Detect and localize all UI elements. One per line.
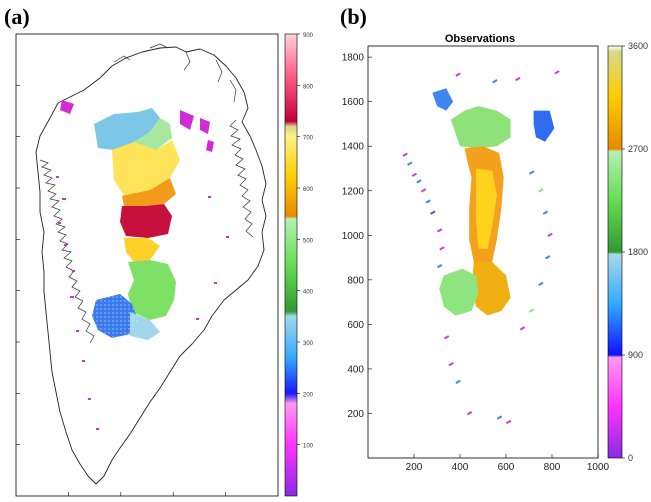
- glacier-streak: [538, 281, 544, 287]
- glacier-streak: [443, 335, 450, 340]
- observation-region-nw-blue: [432, 88, 454, 111]
- region-central-south: [120, 204, 172, 238]
- region-central: [122, 178, 176, 206]
- glacier-streak: [448, 362, 454, 367]
- colorbar-tick-label: 700: [303, 136, 314, 142]
- y-tick-label: 1200: [342, 186, 365, 197]
- y-tick-label: 1000: [342, 231, 365, 242]
- glacier-streak: [515, 76, 521, 82]
- panel-a: 100 200 300 400 500 600 700 800 900: [15, 33, 314, 497]
- x-tick-label: 1000: [587, 462, 610, 473]
- glacier-streak: [529, 308, 535, 313]
- observation-region-north-blob: [450, 106, 511, 149]
- colorbar-tick-label: 600: [303, 187, 314, 193]
- glacier-streak: [496, 415, 503, 420]
- glacier-streak: [411, 172, 418, 177]
- glacier-streak: [455, 379, 461, 385]
- glacier-streak: [437, 264, 443, 269]
- glacier-streak: [547, 232, 553, 238]
- panel-a-colorbar-ticks: 100 200 300 400 500 600 700 800 900: [297, 33, 314, 450]
- coast-detail-west: [39, 159, 95, 344]
- colorbar-tick-label: 200: [303, 392, 314, 398]
- y-tick-label: 200: [347, 409, 364, 420]
- y-tick-label: 400: [347, 364, 364, 375]
- panel-b-title: Observations: [445, 33, 515, 45]
- colorbar-tick-label: 100: [303, 444, 314, 450]
- observation-region-ne-blue: [533, 110, 555, 142]
- panel-b-field: [402, 70, 560, 425]
- region-north: [94, 108, 160, 150]
- region-south-speckle: [92, 294, 138, 338]
- coast-islands-north: [113, 43, 237, 103]
- panel-a-field: [56, 100, 229, 430]
- region-mid-yellow: [124, 238, 160, 262]
- panel-b-axis-ticks: 200 400 600 800 1000 200 400 600 800 1000 1200 1400…: [342, 53, 610, 473]
- region-mid-green: [128, 260, 176, 320]
- colorbar-tick-label: 400: [303, 290, 314, 296]
- panel-b-label: (b): [340, 4, 367, 29]
- glacier-streak: [425, 199, 431, 204]
- panel-a-coastal-glaciers: [60, 100, 214, 152]
- y-tick-label: 1600: [342, 97, 365, 108]
- observation-region-south-center: [471, 262, 511, 316]
- panel-a-label: (a): [4, 4, 30, 29]
- coast-detail-east: [229, 119, 254, 238]
- glacier-streak: [538, 188, 544, 193]
- x-tick-label: 400: [452, 462, 469, 473]
- glacier-streak: [402, 152, 408, 157]
- x-tick-label: 800: [544, 462, 561, 473]
- glacier-streak: [519, 326, 526, 331]
- panel-a-coast-speckles: [56, 176, 229, 430]
- x-tick-label: 600: [498, 462, 515, 473]
- y-tick-label: 1400: [342, 142, 365, 153]
- glacier-streak: [529, 170, 535, 175]
- glacier-streak: [430, 210, 436, 215]
- glacier-streak: [416, 179, 422, 184]
- glacier-streak: [506, 419, 512, 425]
- colorbar-tick-label: 900: [628, 350, 643, 360]
- glacier-streak: [437, 228, 443, 233]
- panel-b: Observations 200 400 600 800 1000 200 400 600 80…: [342, 33, 648, 473]
- colorbar-tick-label: 0: [628, 453, 633, 463]
- observation-region-south-green: [439, 268, 479, 316]
- colorbar-tick-label: 1800: [628, 247, 648, 257]
- glacier-streak: [455, 72, 461, 77]
- glacier-streak: [542, 210, 549, 215]
- observation-core: [476, 168, 497, 249]
- y-tick-label: 600: [347, 320, 364, 331]
- glacier-streak: [554, 70, 560, 75]
- glacier-streak: [407, 161, 413, 166]
- panel-b-colorbar-ticks: 0 900 1800 2700 3600: [622, 41, 648, 463]
- x-tick-label: 200: [406, 462, 423, 473]
- glacier-streak: [439, 246, 445, 251]
- colorbar-tick-label: 2700: [628, 144, 648, 154]
- colorbar-tick-label: 800: [303, 84, 314, 90]
- panel-b-colorbar: [607, 45, 623, 459]
- colorbar-tick-label: 3600: [628, 41, 648, 51]
- panel-a-axis-ticks: [16, 85, 226, 496]
- colorbar-tick-label: 500: [303, 238, 314, 244]
- glacier-streak: [545, 255, 551, 260]
- greenland-outline: [35, 46, 267, 485]
- glacier-streak: [420, 188, 427, 193]
- y-tick-label: 1800: [342, 53, 365, 64]
- colorbar-tick-label: 300: [303, 341, 314, 347]
- panel-a-colorbar: [284, 33, 298, 497]
- glacier-streak: [492, 79, 498, 84]
- region-north-central: [112, 140, 180, 196]
- glacier-streak: [466, 411, 473, 416]
- y-tick-label: 800: [347, 275, 364, 286]
- colorbar-tick-label: 900: [303, 33, 314, 39]
